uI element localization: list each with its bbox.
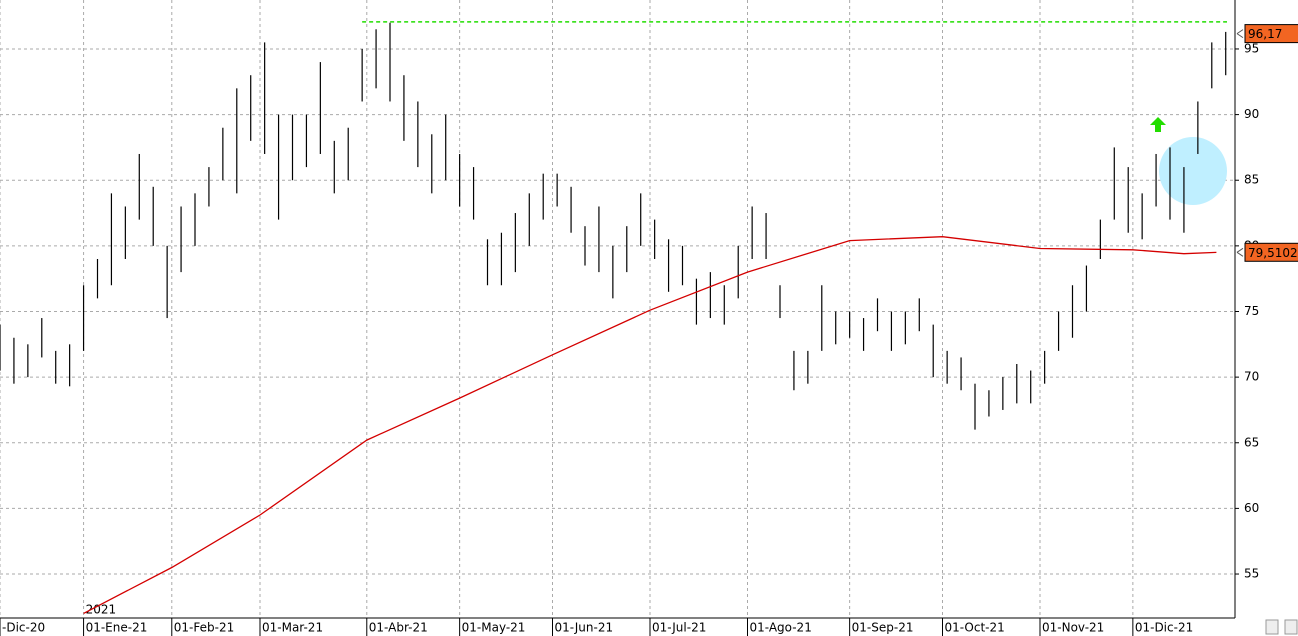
- y-tick-label: 55: [1244, 567, 1259, 581]
- year-label: 2021: [86, 603, 117, 617]
- price-pointer: [1236, 29, 1244, 39]
- y-tick-label: 75: [1244, 304, 1259, 318]
- y-tick-label: 65: [1244, 435, 1259, 449]
- y-tick-label: 70: [1244, 370, 1259, 384]
- moving-average-line: [83, 236, 1217, 614]
- up-arrow: [1150, 117, 1166, 132]
- x-tick-label: 01-Feb-21: [174, 621, 234, 635]
- y-tick-label: 95: [1244, 41, 1259, 55]
- x-tick-label: 01-Abr-21: [369, 621, 428, 635]
- price-label-box: [1244, 242, 1298, 262]
- x-tick-label: 01-May-21: [462, 621, 526, 635]
- price-label-box: [1244, 24, 1298, 44]
- x-tick-label: 01-Ago-21: [750, 621, 812, 635]
- y-tick-label: 85: [1244, 173, 1259, 187]
- x-tick-label: 01-Jun-21: [555, 621, 614, 635]
- price-pointer: [1236, 247, 1244, 257]
- y-tick-label: 60: [1244, 501, 1259, 515]
- icon[interactable]: [1284, 619, 1298, 635]
- icon[interactable]: [1265, 619, 1279, 635]
- x-tick-label: 01-Oct-21: [945, 621, 1005, 635]
- y-tick-label: 90: [1244, 107, 1259, 121]
- x-tick-label: 01-Sep-21: [852, 621, 914, 635]
- x-tick-label: 01-Mar-21: [262, 621, 323, 635]
- x-tick-label: 01-Jul-21: [652, 621, 706, 635]
- price-label: 79,5102: [1248, 246, 1298, 260]
- price-label: 96,17: [1248, 27, 1282, 41]
- x-tick-label: 01-Dic-21: [1135, 621, 1193, 635]
- x-tick-label: 01-Ene-21: [86, 621, 148, 635]
- x-tick-label: -Dic-20: [2, 621, 45, 635]
- highlight-circle: [1159, 137, 1227, 205]
- x-tick-label: 01-Nov-21: [1042, 621, 1104, 635]
